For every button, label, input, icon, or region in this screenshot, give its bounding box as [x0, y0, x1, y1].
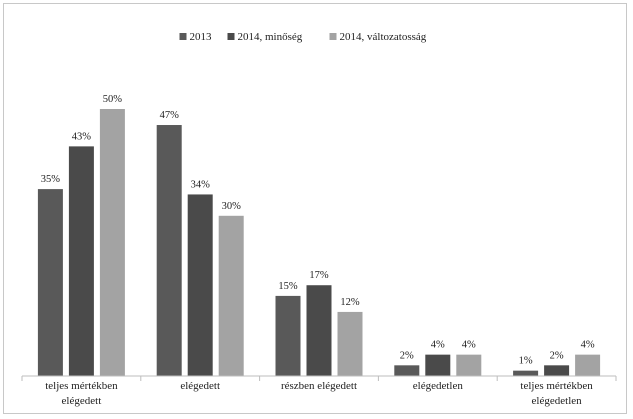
data-label: 4% [462, 340, 476, 351]
bar [187, 194, 213, 376]
bar [544, 365, 570, 376]
category-label: elégedetlen [532, 395, 583, 407]
bar [275, 295, 301, 376]
data-label: 15% [278, 281, 298, 292]
bar [156, 125, 182, 377]
category-label: elégedett [62, 395, 102, 407]
data-label: 35% [41, 174, 61, 185]
data-label: 4% [581, 340, 595, 351]
legend-label: 2014, minőség [238, 31, 303, 43]
bar [456, 354, 482, 376]
data-label: 50% [103, 94, 123, 105]
data-label: 30% [222, 201, 242, 212]
data-label: 2% [400, 350, 414, 361]
data-label: 2% [550, 350, 564, 361]
bar [37, 189, 63, 376]
legend-label: 2014, változatosság [340, 31, 427, 43]
bar [218, 215, 244, 376]
bar [394, 365, 420, 376]
bars [37, 109, 601, 377]
bar [575, 354, 601, 376]
legend: 2013 2014, minőség 2014, változatosság [179, 31, 427, 43]
category-label: elégedetlen [413, 380, 464, 392]
legend-label: 2013 [190, 31, 213, 43]
bar [68, 146, 94, 376]
category-label: elégedett [180, 380, 220, 392]
data-label: 43% [72, 131, 92, 142]
data-label: 4% [431, 340, 445, 351]
bar [99, 109, 125, 376]
category-label: teljes mértékben [45, 380, 118, 392]
data-label: 47% [160, 110, 180, 121]
legend-swatch [179, 33, 187, 40]
data-label: 34% [191, 179, 211, 190]
legend-swatch [329, 33, 337, 40]
bar [425, 354, 451, 376]
bar [513, 370, 539, 376]
data-label: 17% [309, 270, 329, 281]
value-labels: 35% 43% 50% 47% 34% 30% 15% 17% 12% 2% 4% 4% 1% 2% 4% [41, 94, 595, 367]
bar [337, 311, 363, 376]
bar [306, 285, 332, 376]
data-label: 1% [519, 356, 533, 367]
data-label: 12% [340, 297, 360, 308]
category-labels: teljes mértékben elégedett elégedett részbe… [45, 380, 593, 407]
category-label: teljes mértékben [520, 380, 593, 392]
legend-swatch [227, 33, 235, 40]
category-label: részben elégedett [281, 380, 357, 392]
x-axis-ticks [21, 376, 617, 381]
